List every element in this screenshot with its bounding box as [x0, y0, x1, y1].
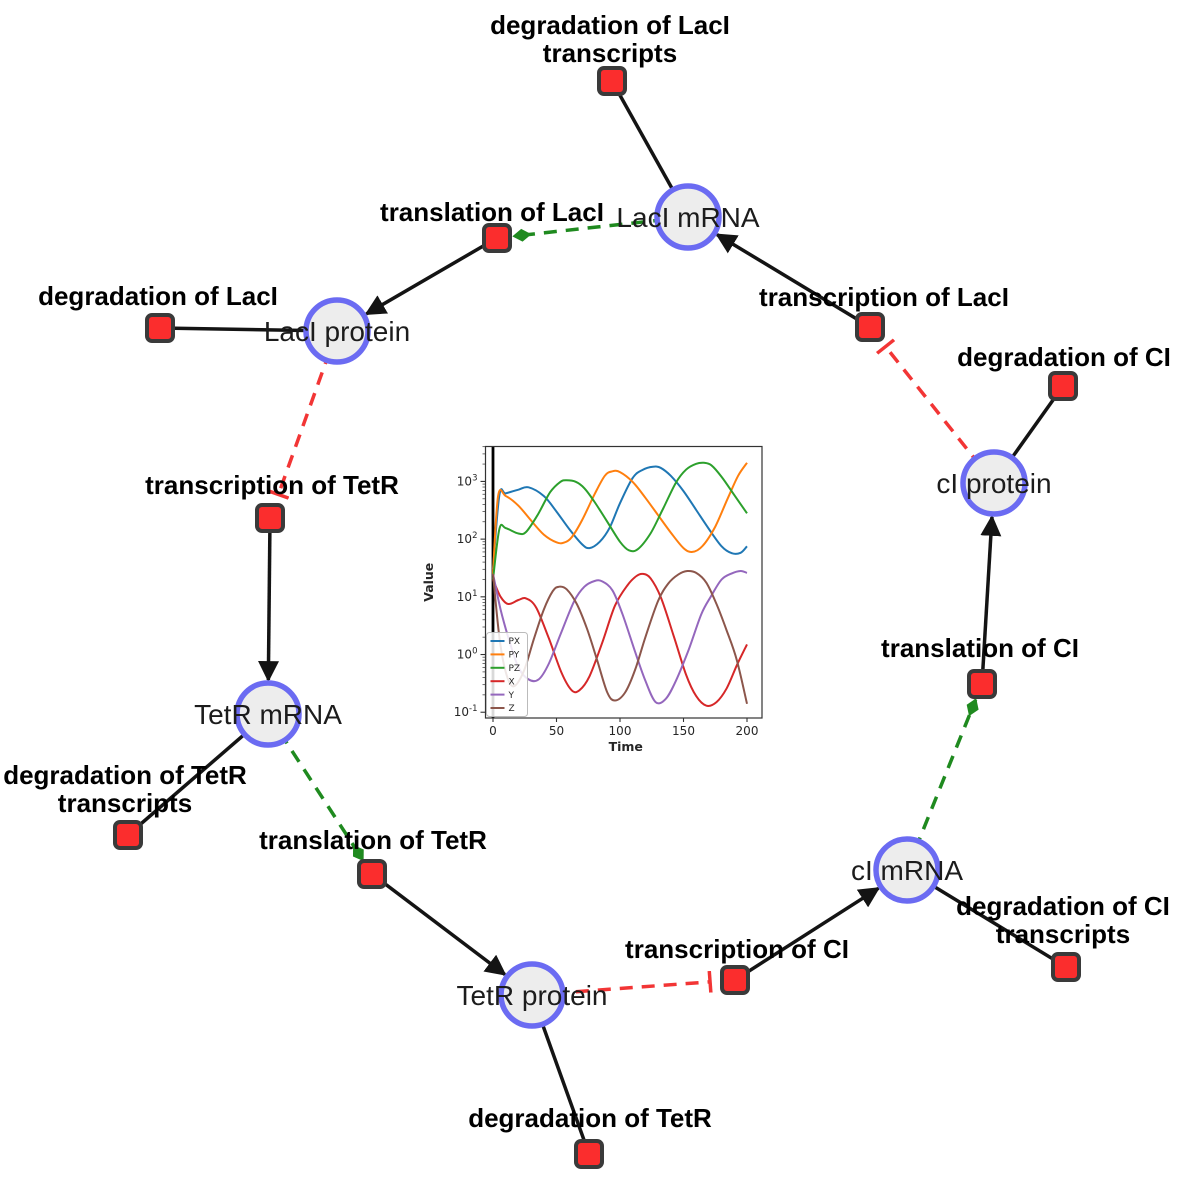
reaction-node-deg-ci-tx[interactable]	[1051, 952, 1081, 982]
species-node-ci-mrna[interactable]	[873, 836, 941, 904]
x-tick-label: 0	[489, 724, 497, 738]
species-node-laci-mrna[interactable]	[654, 183, 722, 251]
edge-production-tx-tetr-to-tetr-mrna	[258, 517, 280, 683]
chart-series-pz	[492, 461, 748, 580]
x-tick-label: 200	[736, 724, 759, 738]
species-label-ci-mrna: cI mRNA	[851, 855, 963, 886]
reaction-node-transl-ci[interactable]	[967, 669, 997, 699]
reaction-label-transl-laci: translation of LacI	[380, 197, 604, 227]
species-label-laci-mrna: LacI mRNA	[616, 202, 759, 233]
reaction-label-deg-ci: degradation of CI	[957, 342, 1171, 372]
species-label-tetr-protein: TetR protein	[457, 980, 608, 1011]
reaction-label-tx-ci: transcription of CI	[625, 934, 849, 964]
reaction-label-deg-laci: degradation of LacI	[38, 281, 278, 311]
reaction-label-tx-laci: transcription of LacI	[759, 282, 1009, 312]
inset-chart-background	[415, 434, 777, 821]
reaction-label-deg-tetr: degradation of TetR	[468, 1103, 712, 1133]
species-node-ci-protein[interactable]	[960, 449, 1028, 517]
reaction-node-deg-tetr[interactable]	[574, 1139, 604, 1169]
legend-label-py: PY	[509, 651, 520, 661]
reaction-label-deg-tetr-tx: degradation of TetR transcripts	[3, 760, 247, 818]
edge-production-tx-ci-to-ci-mrna	[734, 886, 881, 982]
chart-series-z	[492, 569, 748, 705]
chart-series-px	[492, 465, 748, 570]
reaction-node-transl-laci[interactable]	[482, 223, 512, 253]
y-tick-label: 100	[457, 647, 478, 662]
x-axis-title: Time	[609, 739, 643, 754]
legend-label-y: Y	[508, 691, 515, 701]
species-label-laci-protein: LacI protein	[264, 316, 410, 347]
chart-series-py	[492, 462, 748, 574]
reaction-node-deg-ci[interactable]	[1048, 371, 1078, 401]
chart-series-x	[492, 572, 748, 707]
reaction-label-tx-tetr: transcription of TetR	[145, 470, 399, 500]
legend-label-pz: PZ	[509, 664, 521, 674]
edge-production-transl-tetr-to-tetr-protein	[370, 872, 507, 976]
x-tick-label: 50	[549, 724, 564, 738]
legend-label-x: X	[509, 677, 515, 687]
reaction-label-deg-ci-tx: degradation of CI transcripts	[956, 891, 1170, 949]
y-axis-title: Value	[421, 563, 436, 602]
reaction-node-deg-laci[interactable]	[145, 313, 175, 343]
y-tick-label: 103	[457, 473, 478, 488]
chart-axes-box	[484, 445, 763, 719]
species-node-tetr-protein[interactable]	[498, 961, 566, 1029]
reaction-label-transl-tetr: translation of TetR	[259, 825, 487, 855]
chart-legend: PX PY PZ XYZ	[486, 632, 528, 717]
species-node-tetr-mrna[interactable]	[234, 680, 302, 748]
legend-label-z: Z	[509, 704, 515, 714]
inset-chart: 0 50 100 150 200Time10-1100101102103ValuePXP…	[415, 434, 777, 821]
edge-production-tx-laci-to-laci-mrna	[715, 233, 871, 329]
y-tick-label: 102	[457, 531, 478, 546]
species-node-laci-protein[interactable]	[303, 297, 371, 365]
chart-series-y	[492, 570, 748, 705]
legend-label-px: PX	[509, 637, 521, 647]
reaction-node-deg-tetr-tx[interactable]	[113, 820, 143, 850]
reaction-node-tx-ci[interactable]	[720, 965, 750, 995]
species-label-tetr-mrna: TetR mRNA	[194, 699, 342, 730]
edge-production-transl-ci-to-ci-protein	[980, 514, 1002, 685]
legend-box	[486, 632, 528, 717]
reaction-node-transl-tetr[interactable]	[357, 859, 387, 889]
reaction-label-deg-laci-tx: degradation of LacI transcripts	[490, 10, 730, 68]
x-tick-label: 150	[672, 724, 695, 738]
reaction-label-transl-ci: translation of CI	[881, 633, 1079, 663]
x-tick-label: 100	[609, 724, 632, 738]
y-tick-label: 10-1	[454, 704, 478, 719]
reaction-node-tx-laci[interactable]	[855, 312, 885, 342]
edge-production-transl-laci-to-laci-protein	[364, 236, 498, 316]
y-tick-label: 101	[457, 589, 478, 604]
species-label-ci-protein: cI protein	[936, 468, 1051, 499]
reaction-node-deg-laci-tx[interactable]	[597, 66, 627, 96]
reaction-node-tx-tetr[interactable]	[255, 503, 285, 533]
